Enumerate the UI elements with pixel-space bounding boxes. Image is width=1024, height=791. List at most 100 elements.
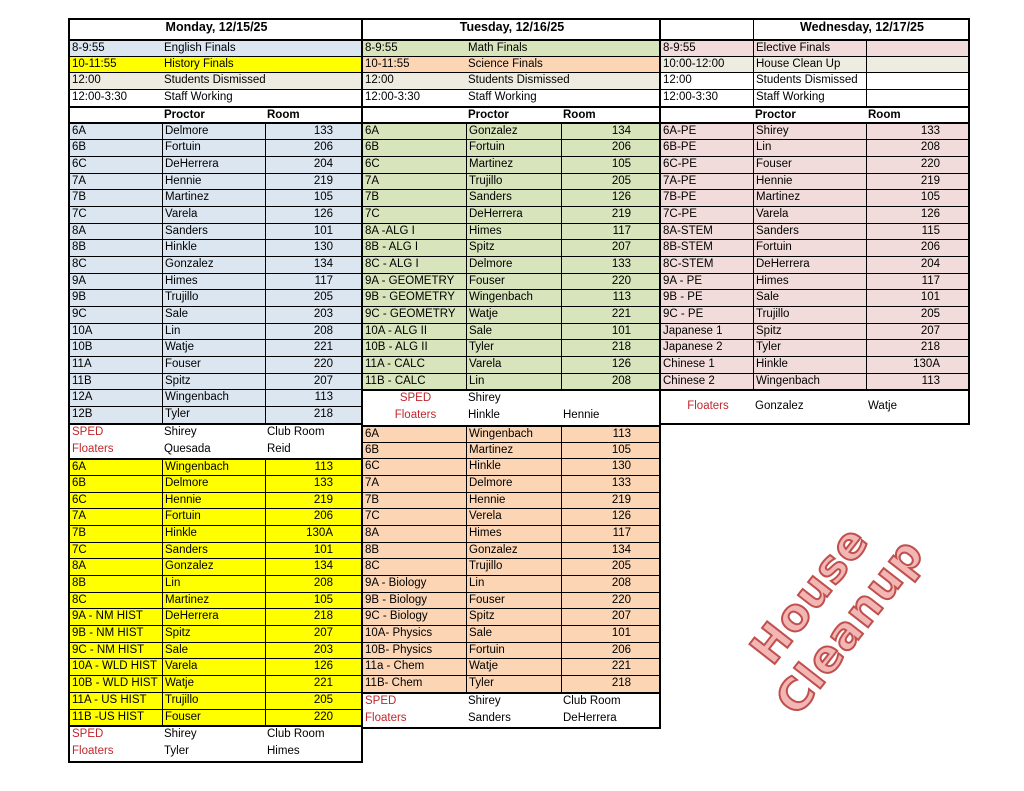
room-number: 113 [561,426,659,442]
wednesday-schedule-table: Wednesday, 12/17/25 8-9:55 Elective Finals… [659,18,970,426]
table-row: 6B-PE Lin 208 [661,139,968,156]
table-row: 9A - GEOMETRY Fouser 220 [363,272,659,290]
table-row: 7A Delmore 133 [363,474,659,492]
table-row: 8A Sanders 101 [70,222,361,240]
sped-floaters-row: Floaters Quesada Reid [70,442,361,459]
room-number: 218 [866,340,968,357]
class-name: 9B - NM HIST [72,627,144,640]
table-row: 6A Gonzalez 134 [363,122,659,140]
schedule-row: 12:00-3:30 Staff Working [661,89,968,106]
class-name: 11B -US HIST [72,710,144,723]
table-row: 7B Hennie 219 [363,491,659,509]
proctor-header: Proctor [468,108,509,121]
table-row: 11B Spitz 207 [70,372,361,390]
sped-floaters-block: SPED Shirey Club Room Floaters Sanders DeHerr… [363,691,659,727]
table-row: 7B-PE Martinez 105 [661,189,968,206]
table-row: 7B Martinez 105 [70,189,361,206]
proctor-name: Fortuin [466,642,561,659]
proctor-name: Trujillo [466,173,561,190]
table-row: Chinese 1 Hinkle 130A [661,356,968,373]
table-row: Japanese 1 Spitz 207 [661,322,968,340]
class-name: 9A [72,274,87,287]
table-row: 9C Sale 203 [70,306,361,323]
class-name: 9A - NM HIST [72,610,143,623]
table-row: 10A - WLD HIST Varela 126 [70,658,361,676]
class-name: 9B - Biology [365,593,428,606]
table-row: 11A Fouser 220 [70,356,361,373]
proctor-name: Gonzalez [162,256,265,273]
class-name: 11a - Chem [365,660,425,673]
proctor-name: Sale [162,642,265,659]
room-number: 207 [866,323,968,340]
table-row: 9A - NM HIST DeHerrera 218 [70,608,361,626]
class-name: 11B- Chem [365,677,423,690]
room-number: 133 [866,124,968,140]
room-number: 130 [561,459,659,475]
proctor-name: Himes [162,273,265,290]
class-name: 9B - PE [663,291,703,304]
class-name: 7B [365,191,380,204]
class-name: 10B [72,341,93,354]
table-row: 8B - ALG I Spitz 207 [363,239,659,256]
proctor-name: Shirey [753,124,866,140]
class-name: 10B- Physics [365,643,433,656]
extra-name-1: Shirey [468,694,501,707]
room-number: 130 [265,240,361,256]
table-row: 7B Sanders 126 [363,189,659,206]
table-row: 11a - Chem Watje 221 [363,658,659,676]
tuesday-schedule-table: Tuesday, 12/16/25 8-9:55 Math Finals 10-11:… [361,18,661,730]
schedule-event: Students Dismissed [164,74,266,87]
room-number: 220 [265,357,361,373]
proctor-name: Watje [162,340,265,357]
class-name: 7B [72,191,87,204]
class-name: 8B [72,577,87,589]
room-number: 205 [265,692,361,709]
table-row: 8C Martinez 105 [70,591,361,609]
proctor-name: Watje [162,676,265,692]
proctor-name: Delmore [162,124,265,140]
class-name: 7C [365,207,380,220]
room-number: 117 [561,525,659,542]
class-name: 9C - PE [663,308,704,320]
class-name: 11B [72,374,92,387]
table-row: 11B- Chem Tyler 218 [363,675,659,692]
room-number: 208 [561,576,659,592]
room-number: 205 [265,290,361,306]
extra-name-2 [561,391,659,408]
table-row: 6A Wingenbach 113 [363,424,659,442]
proctor-name: Sanders [162,223,265,240]
proctor-name: Delmore [466,256,561,273]
table-row: 7C-PE Varela 126 [661,205,968,223]
table-row: 6B Fortuin 206 [363,139,659,156]
table-row: 10B- Physics Fortuin 206 [363,641,659,659]
class-name: 9C - GEOMETRY [365,308,456,320]
room-header: Room [868,108,901,121]
room-number: 220 [866,156,968,173]
table-row: 8B Hinkle 130 [70,239,361,256]
class-name: 6C [72,493,87,506]
room-number: 133 [561,475,659,492]
room-number: 207 [265,626,361,642]
proctor-name: Spitz [162,373,265,390]
proctor-name: Spitz [162,626,265,642]
sped-floaters-row: Floaters Tyler Himes [70,744,361,761]
proctor-name: Fortuin [466,140,561,156]
sped-floaters-block: Floaters Gonzalez Watje [661,389,968,423]
class-name: 7C [72,207,87,220]
table-row: 8B Gonzalez 134 [363,541,659,559]
schedule-time: 10-11:55 [72,57,117,70]
room-number: 126 [265,659,361,676]
table-row: 10B - ALG II Tyler 218 [363,339,659,357]
table-row: 9B - PE Sale 101 [661,289,968,306]
table-row: 6C DeHerrera 204 [70,155,361,173]
schedule-row: 12:00-3:30 Staff Working [70,89,361,106]
class-name: 8B - ALG I [365,241,419,254]
room-number: 219 [561,492,659,509]
room-number: 219 [265,492,361,509]
proctor-name: Delmore [162,475,265,492]
class-name: 8C [365,560,380,573]
class-name: 7B-PE [663,191,697,204]
day-title: Wednesday, 12/17/25 [753,20,968,39]
extra-name-2: Hennie [563,409,600,422]
extra-name-1: Sanders [468,711,511,724]
